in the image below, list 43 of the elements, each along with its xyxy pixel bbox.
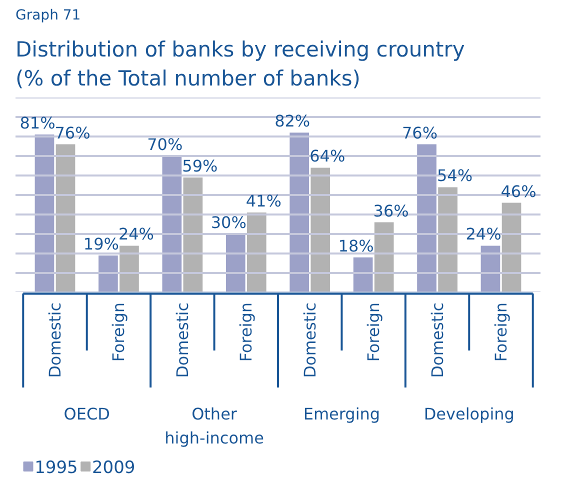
legend-label: 1995: [34, 458, 78, 478]
x-tick-label: Foreign: [492, 302, 510, 362]
data-label: 18%: [338, 236, 374, 256]
bar: [290, 132, 310, 292]
data-label: 36%: [373, 201, 409, 220]
data-label: 24%: [118, 224, 154, 244]
bar: [162, 156, 182, 292]
bar: [353, 257, 373, 292]
bar: [374, 222, 394, 292]
x-tick-label: Foreign: [109, 302, 128, 362]
data-label: 81%: [20, 114, 56, 133]
data-label: 54%: [437, 166, 473, 186]
text: Emerging: [303, 404, 380, 424]
data-label: 41%: [246, 192, 282, 211]
data-label: 82%: [274, 112, 310, 131]
bar: [438, 187, 458, 292]
bar: [310, 168, 330, 292]
data-label: 76%: [54, 123, 90, 142]
text: Other high-income: [164, 404, 264, 448]
x-tick-label: Domestic: [428, 302, 447, 378]
data-label: 30%: [210, 213, 246, 232]
data-label: 70%: [147, 135, 183, 154]
data-label: 76%: [402, 123, 438, 142]
x-tick-label: Foreign: [236, 302, 256, 362]
bar: [226, 234, 246, 292]
bar: [120, 246, 139, 292]
text: Developing: [424, 404, 514, 424]
caption: Graph 71: [16, 8, 81, 24]
bar: [417, 144, 436, 292]
data-label: 24%: [466, 224, 502, 244]
x-tick-label: Foreign: [364, 302, 384, 362]
text: OECD: [64, 404, 110, 424]
x-tick-label: Domestic: [46, 302, 64, 378]
chart-title: Distribution of banks by receiving crountry (% of the Total number of banks): [16, 38, 465, 90]
data-label: 46%: [500, 182, 536, 201]
legend-label: 2009: [92, 458, 136, 478]
data-label: 19%: [83, 234, 119, 254]
bar: [98, 255, 118, 292]
bar: [246, 212, 266, 292]
x-tick-label: Domestic: [172, 302, 192, 378]
data-label: 64%: [310, 146, 346, 166]
data-label: 59%: [182, 156, 218, 176]
x-tick-label: Domestic: [300, 302, 320, 378]
